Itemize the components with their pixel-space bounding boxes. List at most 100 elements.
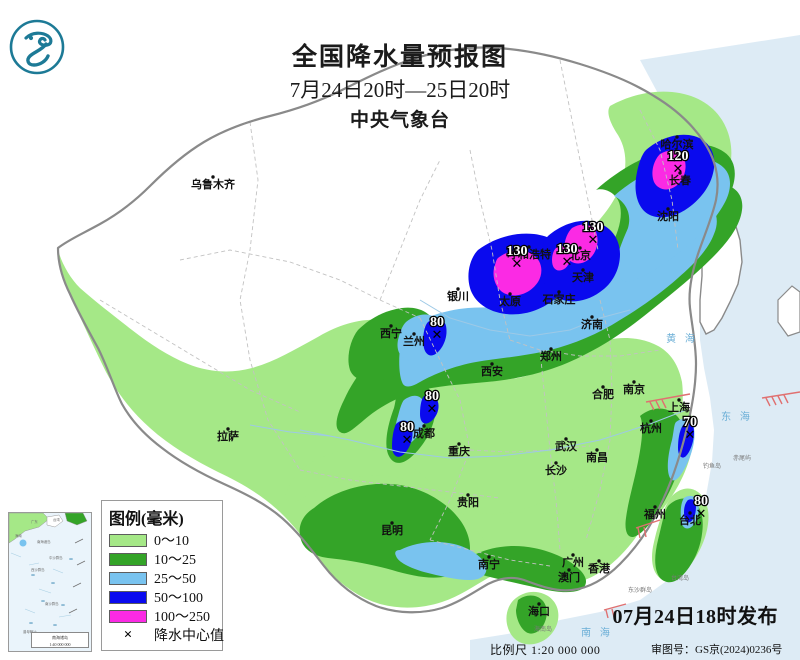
city-dot: [567, 568, 571, 572]
city-dot: [581, 268, 585, 272]
legend-swatch-3: [109, 590, 147, 604]
legend-rows: 0～10 10～25 25～50 50～100 100～250: [109, 531, 216, 625]
svg-text:中沙群岛: 中沙群岛: [49, 555, 63, 560]
svg-text:海南: 海南: [15, 533, 22, 538]
province-boundaries: [99, 59, 679, 567]
city-dot: [571, 553, 575, 557]
legend-row-1: 10～25: [109, 550, 216, 568]
island-label-赤尾屿: 赤尾屿: [733, 454, 751, 462]
city-dot: [487, 555, 491, 559]
city-dot: [677, 398, 681, 402]
sea-labels-layer: 黄 海东 海南 海: [581, 332, 750, 639]
legend-label-0: 0～10: [154, 534, 189, 549]
legend-label-4: 100～250: [154, 610, 210, 625]
island-label-东沙群岛: 东沙群岛: [628, 586, 652, 594]
precip-center-marker-3: ✕: [512, 256, 523, 271]
precip-center-marker-4: ✕: [432, 327, 443, 342]
city-dot: [211, 175, 215, 179]
legend-row-0: 0～10: [109, 531, 216, 549]
city-label-成都: 成都: [413, 426, 435, 440]
city-dot: [537, 602, 541, 606]
precip-center-layer: 120✕130✕130✕130✕80✕80✕80✕70✕80✕: [399, 148, 710, 521]
precip-center-value-1: 130: [583, 220, 604, 235]
city-dot: [564, 437, 568, 441]
city-dot: [490, 362, 494, 366]
city-label-呼和浩特: 呼和浩特: [507, 247, 551, 261]
city-label-郑州: 郑州: [540, 349, 562, 363]
legend-swatch-1: [109, 552, 147, 566]
city-label-上海: 上海: [668, 400, 690, 414]
city-dot: [422, 424, 426, 428]
city-dot: [226, 427, 230, 431]
city-label-杭州: 杭州: [640, 421, 662, 435]
precip-center-value-7: 70: [683, 415, 697, 430]
city-label-兰州: 兰州: [403, 334, 425, 348]
city-dot: [456, 287, 460, 291]
precip-center-value-0: 120: [668, 149, 689, 164]
city-dot: [549, 347, 553, 351]
city-dot: [632, 380, 636, 384]
city-dot: [554, 461, 558, 465]
city-dot: [595, 448, 599, 452]
city-dot: [466, 493, 470, 497]
legend-center-label: 降水中心值: [154, 629, 224, 644]
precip-center-marker-7: ✕: [685, 427, 696, 442]
precip-center-marker-1: ✕: [588, 232, 599, 247]
city-label-海口: 海口: [528, 604, 550, 618]
city-label-台北: 台北: [679, 513, 701, 527]
city-label-武汉: 武汉: [555, 439, 578, 453]
legend-row-center: × 降水中心值: [109, 626, 224, 644]
map-number-label: 审图号：GS京(2024)0236号: [651, 644, 783, 656]
south-china-sea-inset: 广东 台湾 海南 南海诸岛 中沙群岛 西沙群岛 南沙群岛 曾母暗沙 南海诸岛 1:40 0…: [8, 512, 92, 652]
city-label-南京: 南京: [623, 382, 645, 396]
band-50-100: [392, 134, 715, 523]
legend-row-3: 50～100: [109, 588, 216, 606]
city-dot: [649, 419, 653, 423]
precip-center-marker-5: ✕: [427, 401, 438, 416]
city-label-广州: 广州: [562, 555, 584, 569]
city-label-哈尔滨: 哈尔滨: [661, 137, 694, 151]
band-100-250: [493, 150, 686, 296]
rivers: [249, 299, 687, 459]
svg-text:台湾: 台湾: [53, 517, 60, 522]
city-dot: [508, 292, 512, 296]
city-dot: [678, 171, 682, 175]
city-dot: [597, 559, 601, 563]
svg-text:南海诸岛: 南海诸岛: [37, 539, 51, 544]
svg-text:西沙群岛: 西沙群岛: [31, 567, 45, 572]
wind-barb-icons: [603, 391, 800, 619]
city-dot: [590, 315, 594, 319]
legend-swatch-0: [109, 533, 147, 547]
city-dot: [389, 324, 393, 328]
city-label-沈阳: 沈阳: [657, 209, 679, 223]
legend-label-2: 25～50: [154, 572, 196, 587]
city-label-贵阳: 贵阳: [457, 495, 479, 509]
city-label-南昌: 南昌: [586, 450, 608, 464]
legend-row-4: 100～250: [109, 607, 216, 625]
city-dot: [666, 207, 670, 211]
city-dot: [653, 505, 657, 509]
precip-center-marker-8: ✕: [696, 506, 707, 521]
legend-row-2: 25～50: [109, 569, 216, 587]
city-label-合肥: 合肥: [592, 387, 614, 401]
release-time: 07月24日18时发布: [612, 606, 778, 628]
precip-center-marker-6: ✕: [402, 432, 413, 447]
city-label-北京: 北京: [569, 248, 591, 262]
city-label-重庆: 重庆: [448, 444, 470, 458]
legend-title: 图例(毫米): [109, 511, 184, 528]
precip-center-value-2: 130: [557, 242, 578, 257]
city-label-乌鲁木齐: 乌鲁木齐: [191, 177, 236, 191]
precipitation-bands: [58, 91, 743, 645]
legend-label-1: 10～25: [154, 553, 196, 568]
city-dot: [390, 521, 394, 525]
inset-scale-label: 南海诸岛 1:40 000 000: [31, 632, 89, 648]
city-label-银川: 银川: [447, 289, 469, 303]
svg-text:曾母暗沙: 曾母暗沙: [23, 629, 37, 634]
city-label-福州: 福州: [643, 507, 666, 521]
sea-label-黄海: 黄 海: [666, 332, 698, 345]
sea-label-南海: 南 海: [581, 626, 613, 639]
city-dot: [457, 442, 461, 446]
city-label-南宁: 南宁: [478, 557, 500, 571]
